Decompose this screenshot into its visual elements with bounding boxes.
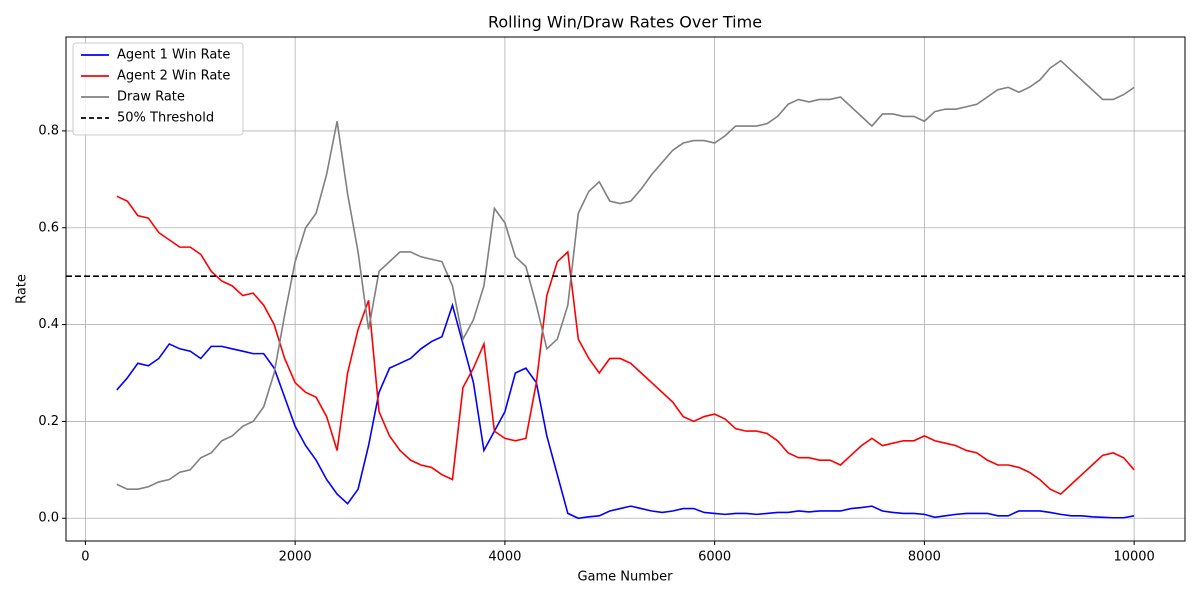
series-line bbox=[116, 302, 1135, 520]
legend-label: Draw Rate bbox=[117, 90, 185, 105]
y-tick-label: 0.4 bbox=[38, 317, 59, 332]
x-axis-label: Game Number bbox=[577, 570, 673, 585]
x-tick-label: 0 bbox=[81, 550, 89, 565]
series-line bbox=[116, 195, 1135, 495]
y-axis-label: Rate bbox=[15, 274, 30, 304]
legend-label: 50% Threshold bbox=[117, 111, 214, 126]
series-line bbox=[116, 59, 1135, 490]
y-tick-label: 0.8 bbox=[38, 123, 59, 138]
plot-frame bbox=[65, 36, 1186, 542]
x-tick-label: 4000 bbox=[488, 550, 521, 565]
legend-label: Agent 2 Win Rate bbox=[117, 69, 230, 84]
chart-title: Rolling Win/Draw Rates Over Time bbox=[488, 13, 762, 32]
x-tick-label: 2000 bbox=[279, 550, 312, 565]
y-tick-label: 0.0 bbox=[38, 511, 59, 526]
x-tick-label: 10000 bbox=[1113, 550, 1154, 565]
x-tick-label: 6000 bbox=[698, 550, 731, 565]
legend-label: Agent 1 Win Rate bbox=[117, 48, 230, 63]
y-tick-label: 0.2 bbox=[38, 414, 59, 429]
legend-box bbox=[72, 42, 244, 136]
legend: Agent 1 Win Rate Agent 2 Win Rate Draw Rat… bbox=[72, 42, 244, 136]
x-tick-label: 8000 bbox=[908, 550, 941, 565]
y-tick-label: 0.6 bbox=[38, 220, 59, 235]
